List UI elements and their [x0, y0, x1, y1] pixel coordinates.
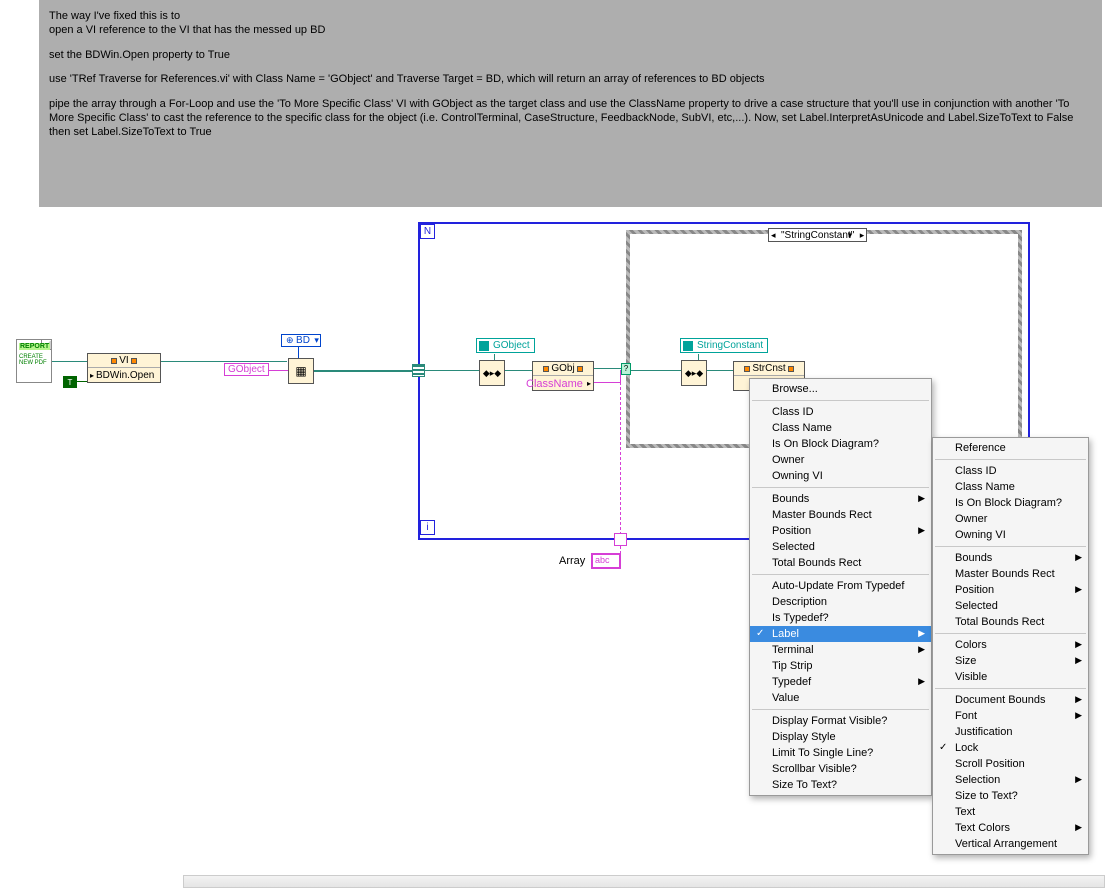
traverse-references-vi[interactable]: ▦ [288, 358, 314, 384]
loop-input-tunnel[interactable] [412, 364, 425, 377]
menu-item[interactable]: Description [750, 594, 931, 610]
case-selector[interactable]: "StringConstant"▸ [768, 228, 867, 242]
menu-item-bounds[interactable]: Bounds▶ [750, 491, 931, 507]
hierarchy-icon: ▦ [295, 364, 306, 378]
menu-item[interactable]: Total Bounds Rect [750, 555, 931, 571]
menu-item-colors[interactable]: Colors▶ [933, 637, 1088, 653]
menu-item[interactable]: Visible [933, 669, 1088, 685]
menu-item[interactable]: Tip Strip [750, 658, 931, 674]
menu-item-text-colors[interactable]: Text Colors▶ [933, 820, 1088, 836]
stringconstant-class-specifier[interactable]: StringConstant [680, 338, 768, 353]
vi-property-node[interactable]: VI ▸BDWin.Open [87, 353, 161, 383]
menu-item[interactable]: Limit To Single Line? [750, 745, 931, 761]
for-loop-i: i [420, 520, 435, 535]
menu-item[interactable]: Owning VI [933, 527, 1088, 543]
for-loop-n: N [420, 224, 435, 239]
menu-item[interactable]: Vertical Arrangement [933, 836, 1088, 852]
gobject-string-constant[interactable]: GObject [224, 363, 269, 376]
menu-item[interactable]: Reference [933, 440, 1088, 456]
label-submenu[interactable]: Reference Class ID Class Name Is On Bloc… [932, 437, 1089, 855]
menu-item[interactable]: Text [933, 804, 1088, 820]
menu-item-label[interactable]: ✓Label▶ [750, 626, 931, 642]
menu-item[interactable]: Class Name [750, 420, 931, 436]
menu-item[interactable]: Size to Text? [933, 788, 1088, 804]
menu-item-position[interactable]: Position▶ [933, 582, 1088, 598]
menu-item[interactable]: Scrollbar Visible? [750, 761, 931, 777]
menu-item[interactable]: Master Bounds Rect [750, 507, 931, 523]
menu-item-typedef[interactable]: Typedef▶ [750, 674, 931, 690]
menu-item-position[interactable]: Position▶ [750, 523, 931, 539]
ref-out-icon [131, 358, 137, 364]
menu-item[interactable]: Justification [933, 724, 1088, 740]
menu-item[interactable]: Display Style [750, 729, 931, 745]
horizontal-scrollbar[interactable] [183, 875, 1105, 888]
ref-out-icon [788, 366, 794, 372]
menu-item-terminal[interactable]: Terminal▶ [750, 642, 931, 658]
menu-item-selection[interactable]: Selection▶ [933, 772, 1088, 788]
menu-item[interactable]: Is Typedef? [750, 610, 931, 626]
menu-item-browse[interactable]: Browse... [750, 381, 931, 397]
menu-item[interactable]: Class ID [933, 463, 1088, 479]
link-icon [744, 366, 750, 372]
gobject-class-specifier[interactable]: GObject [476, 338, 535, 353]
menu-item[interactable]: Owner [750, 452, 931, 468]
link-icon [543, 366, 549, 372]
menu-item[interactable]: Size To Text? [750, 777, 931, 793]
menu-item-font[interactable]: Font▶ [933, 708, 1088, 724]
case-selector-terminal: ? [621, 363, 631, 375]
array-label: Array [559, 555, 585, 567]
array-indicator[interactable] [591, 553, 621, 569]
menu-item[interactable]: Owner [933, 511, 1088, 527]
instruction-line: use 'TRef Traverse for References.vi' wi… [49, 73, 1092, 87]
menu-item[interactable]: Is On Block Diagram? [750, 436, 931, 452]
vi-path-constant[interactable]: REPORT CREATE NEW PDF [16, 339, 52, 383]
bd-enum-constant[interactable]: ⊕ BD [281, 334, 321, 347]
menu-item[interactable]: Display Format Visible? [750, 713, 931, 729]
menu-item[interactable]: Master Bounds Rect [933, 566, 1088, 582]
menu-item[interactable]: Owning VI [750, 468, 931, 484]
menu-item[interactable]: Selected [750, 539, 931, 555]
menu-item[interactable]: Total Bounds Rect [933, 614, 1088, 630]
menu-item[interactable]: Auto-Update From Typedef [750, 578, 931, 594]
link-icon [111, 358, 117, 364]
instruction-panel: The way I've fixed this is to open a VI … [39, 0, 1102, 207]
classname-label: ClassName [526, 378, 583, 390]
instruction-line: pipe the array through a For-Loop and us… [49, 98, 1092, 139]
menu-item-doc-bounds[interactable]: Document Bounds▶ [933, 692, 1088, 708]
menu-item[interactable]: Class Name [933, 479, 1088, 495]
ref-out-icon [577, 366, 583, 372]
loop-output-tunnel[interactable] [614, 533, 627, 546]
instruction-line: set the BDWin.Open property to True [49, 49, 1092, 63]
menu-item[interactable]: Is On Block Diagram? [933, 495, 1088, 511]
menu-item[interactable]: Class ID [750, 404, 931, 420]
menu-item-size[interactable]: Size▶ [933, 653, 1088, 669]
menu-item-bounds[interactable]: Bounds▶ [933, 550, 1088, 566]
instruction-line: The way I've fixed this is to open a VI … [49, 10, 1092, 38]
to-more-specific-class-1[interactable]: ◆▸◆ [479, 360, 505, 386]
menu-item-lock[interactable]: ✓Lock [933, 740, 1088, 756]
menu-item[interactable]: Value [750, 690, 931, 706]
true-constant[interactable]: T [63, 376, 77, 388]
menu-item[interactable]: Selected [933, 598, 1088, 614]
property-context-menu[interactable]: Browse... Class ID Class Name Is On Bloc… [749, 378, 932, 796]
menu-item[interactable]: Scroll Position [933, 756, 1088, 772]
to-more-specific-class-2[interactable]: ◆▸◆ [681, 360, 707, 386]
